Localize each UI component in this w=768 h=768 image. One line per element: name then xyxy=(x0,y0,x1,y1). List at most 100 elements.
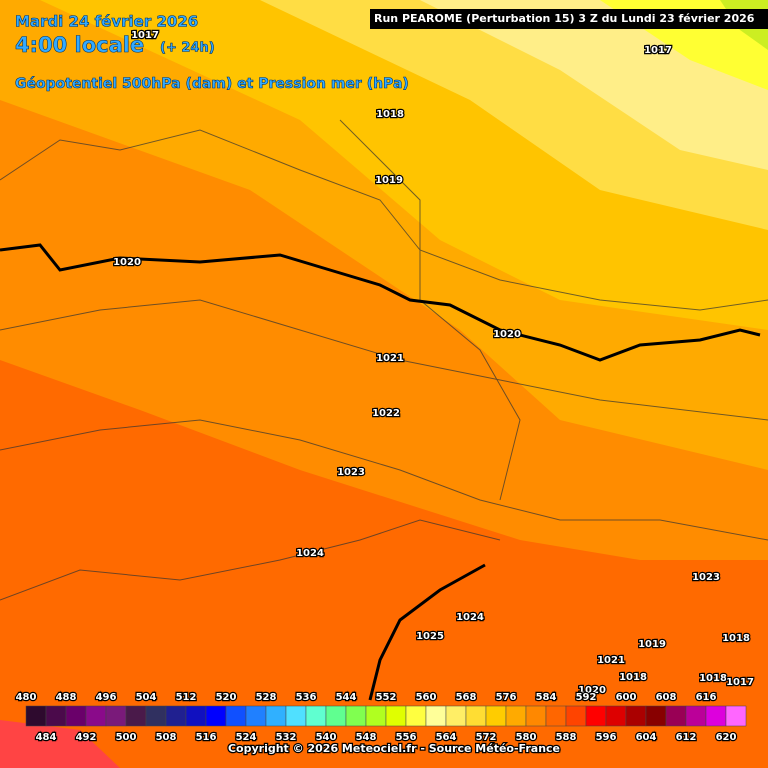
legend-label: 508 xyxy=(156,732,177,743)
isobar-label: 1019 xyxy=(375,175,403,186)
legend-label: 612 xyxy=(676,732,697,743)
legend-swatch xyxy=(105,705,127,727)
legend-swatch xyxy=(145,705,167,727)
legend-swatch xyxy=(25,705,47,727)
isobar-label: 1024 xyxy=(456,612,484,623)
legend-swatch xyxy=(165,705,187,727)
isobar-label: 1021 xyxy=(376,353,404,364)
legend-swatch xyxy=(405,705,427,727)
legend-swatch xyxy=(245,705,267,727)
legend-label: 596 xyxy=(596,732,617,743)
legend-label: 588 xyxy=(556,732,577,743)
legend-swatch xyxy=(185,705,207,727)
legend-label: 484 xyxy=(36,732,57,743)
legend-label: 584 xyxy=(536,692,557,703)
isobar-label: 1020 xyxy=(113,257,141,268)
legend-label: 536 xyxy=(296,692,317,703)
legend-swatch xyxy=(65,705,87,727)
legend-label: 564 xyxy=(436,732,457,743)
legend-swatch xyxy=(665,705,687,727)
legend-label: 488 xyxy=(56,692,77,703)
legend-swatch xyxy=(205,705,227,727)
isobars xyxy=(0,243,761,701)
legend-swatch xyxy=(305,705,327,727)
date: Mardi 24 février 2026 xyxy=(15,13,198,31)
legend-label: 500 xyxy=(116,732,137,743)
legend-swatch xyxy=(465,705,487,727)
legend-swatch xyxy=(525,705,547,727)
legend-label: 580 xyxy=(516,732,537,743)
isobar-label: 1018 xyxy=(619,672,647,683)
legend-swatch xyxy=(625,705,647,727)
isobar-label: 1019 xyxy=(638,639,666,650)
legend-swatch xyxy=(585,705,607,727)
legend-swatch xyxy=(705,705,727,727)
legend-label: 576 xyxy=(496,692,517,703)
isobar-label: 1017 xyxy=(644,45,672,56)
legend-label: 548 xyxy=(356,732,377,743)
isobar-label: 1017 xyxy=(726,677,754,688)
legend-swatch xyxy=(445,705,467,727)
legend-swatch xyxy=(545,705,567,727)
legend-swatch xyxy=(285,705,307,727)
legend-swatch xyxy=(325,705,347,727)
legend-label: 496 xyxy=(96,692,117,703)
legend-swatch xyxy=(225,705,247,727)
legend-swatch xyxy=(85,705,107,727)
legend-label: 524 xyxy=(236,732,257,743)
legend-label: 568 xyxy=(456,692,477,703)
legend-label: 520 xyxy=(216,692,237,703)
legend-swatch xyxy=(605,705,627,727)
time: 4:00 locale xyxy=(15,33,144,57)
legend-swatch xyxy=(385,705,407,727)
legend-swatch xyxy=(45,705,67,727)
legend-label: 552 xyxy=(376,692,397,703)
legend-swatch xyxy=(345,705,367,727)
copyright: Copyright © 2026 Meteociel.fr - Source M… xyxy=(228,742,560,755)
isobar-label: 1021 xyxy=(597,655,625,666)
subtitle: Géopotentiel 500hPa (dam) et Pression me… xyxy=(15,76,409,92)
isobar-label: 1023 xyxy=(692,572,720,583)
legend-label: 532 xyxy=(276,732,297,743)
isobar-label: 1022 xyxy=(372,408,400,419)
isobar-label: 1023 xyxy=(337,467,365,478)
isobar-label: 1025 xyxy=(416,631,444,642)
legend-label: 620 xyxy=(716,732,737,743)
legend-label: 492 xyxy=(76,732,97,743)
legend-label: 608 xyxy=(656,692,677,703)
legend-label: 512 xyxy=(176,692,197,703)
isobar-label: 1018 xyxy=(699,673,727,684)
legend-swatch xyxy=(265,705,287,727)
legend-label: 560 xyxy=(416,692,437,703)
legend-label: 540 xyxy=(316,732,337,743)
legend-label: 480 xyxy=(16,692,37,703)
run-banner xyxy=(370,9,768,29)
isobar-label: 1020 xyxy=(578,685,606,696)
legend-swatch xyxy=(485,705,507,727)
legend-label: 616 xyxy=(696,692,717,703)
lead: (+ 24h) xyxy=(160,41,215,56)
isobar-label: 1018 xyxy=(376,109,404,120)
legend-swatch xyxy=(685,705,707,727)
isobar-label: 1020 xyxy=(493,329,521,340)
isobar-label: 1018 xyxy=(722,633,750,644)
legend-swatch xyxy=(645,705,667,727)
legend-swatch xyxy=(725,705,747,727)
legend-swatch xyxy=(125,705,147,727)
legend-label: 592 xyxy=(576,692,597,703)
run-text: Run PEAROME (Perturbation 15) 3 Z du Lun… xyxy=(374,12,755,25)
legend-label: 516 xyxy=(196,732,217,743)
legend-swatch xyxy=(365,705,387,727)
legend-label: 504 xyxy=(136,692,157,703)
legend-label: 544 xyxy=(336,692,357,703)
borders xyxy=(0,119,768,601)
legend-label: 528 xyxy=(256,692,277,703)
legend-label: 572 xyxy=(476,732,497,743)
legend-swatch xyxy=(505,705,527,727)
isobar-label: 1017 xyxy=(131,30,159,41)
isobar-label: 1024 xyxy=(296,548,324,559)
legend-label: 600 xyxy=(616,692,637,703)
legend-label: 556 xyxy=(396,732,417,743)
